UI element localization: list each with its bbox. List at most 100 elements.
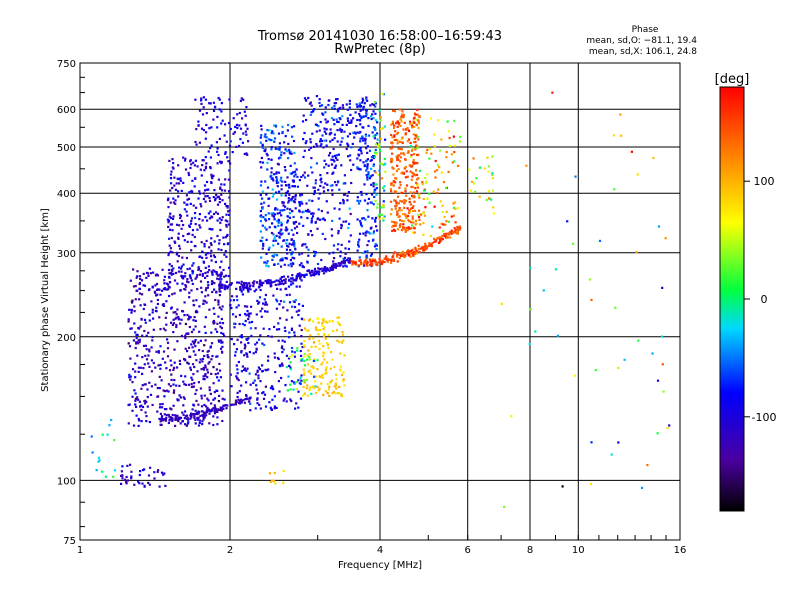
scatter-point [455,232,458,235]
scatter-point [372,135,375,138]
scatter-point [225,407,228,410]
scatter-point [656,432,659,435]
scatter-point [266,154,269,157]
scatter-point [314,345,317,348]
scatter-point [224,123,227,126]
scatter-point [358,232,362,235]
scatter-point [411,147,414,150]
scatter-point [243,354,246,357]
scatter-point [437,119,440,122]
scatter-point [208,196,211,200]
scatter-point [396,120,399,123]
scatter-point [277,242,280,245]
scatter-point [371,103,374,106]
scatter-point [361,139,365,142]
scatter-point [311,320,315,323]
scatter-point [268,226,271,229]
scatter-point [321,269,324,272]
scatter-point [242,399,245,402]
scatter-point [414,134,417,137]
scatter-point [239,398,242,401]
scatter-point [360,225,364,228]
scatter-point [174,311,177,314]
scatter-point [275,178,279,181]
scatter-point [231,151,234,154]
scatter-point [374,128,377,132]
scatter-point [204,316,207,319]
scatter-point [406,250,409,253]
scatter-point [310,345,313,348]
scatter-point [131,299,134,302]
scatter-point [337,107,340,110]
scatter-point [311,365,315,368]
scatter-point [374,151,377,154]
scatter-point [338,129,341,132]
scatter-point [151,339,154,342]
scatter-point [167,221,170,224]
scatter-point [412,205,415,208]
scatter-point [281,125,284,128]
scatter-point [322,186,325,189]
scatter-point [273,356,276,359]
scatter-point [215,273,218,276]
scatter-point [368,258,372,261]
scatter-point [356,249,359,252]
scatter-point [172,331,175,334]
scatter-point [208,102,211,105]
scatter-point [204,200,207,203]
scatter-point [263,303,266,306]
scatter-point [212,212,216,216]
scatter-point [295,276,299,279]
scatter-point [314,123,317,126]
scatter-point [264,293,267,297]
colorbar-label: [deg] [715,72,750,87]
scatter-point [191,269,194,273]
scatter-point [190,330,194,334]
scatter-point [345,220,348,223]
scatter-point [246,367,249,370]
scatter-point [128,345,132,348]
scatter-point [175,223,179,226]
scatter-point [260,202,263,205]
scatter-point [174,418,177,421]
scatter-point [398,108,401,111]
scatter-point [223,253,226,256]
scatter-point [277,219,281,222]
scatter-point [267,368,270,371]
scatter-point [261,143,264,146]
scatter-point [331,392,334,395]
scatter-point [188,267,192,270]
scatter-point [478,195,481,198]
scatter-point [158,316,161,319]
scatter-point [289,398,292,401]
scatter-point [339,369,342,372]
scatter-point [303,371,306,374]
scatter-point [360,193,363,196]
scatter-point [374,112,377,115]
scatter-point [283,263,286,266]
scatter-point [418,192,421,195]
scatter-point [286,244,289,247]
scatter-point [452,135,455,138]
scatter-point [352,261,355,264]
scatter-point [399,252,402,255]
scatter-point [375,152,378,155]
scatter-point [286,221,289,224]
scatter-point [341,115,344,118]
scatter-point [282,348,285,351]
scatter-point [250,305,253,308]
scatter-point [300,216,303,219]
scatter-point [176,260,179,263]
scatter-point [179,177,182,180]
scatter-point [640,486,644,489]
scatter-point [260,134,263,137]
scatter-point [169,201,172,204]
scatter-point [392,173,395,176]
scatter-point [247,337,250,340]
scatter-point [292,221,295,224]
scatter-point [398,154,401,157]
scatter-point [216,196,219,199]
scatter-point [240,384,243,387]
scatter-point [298,201,301,204]
